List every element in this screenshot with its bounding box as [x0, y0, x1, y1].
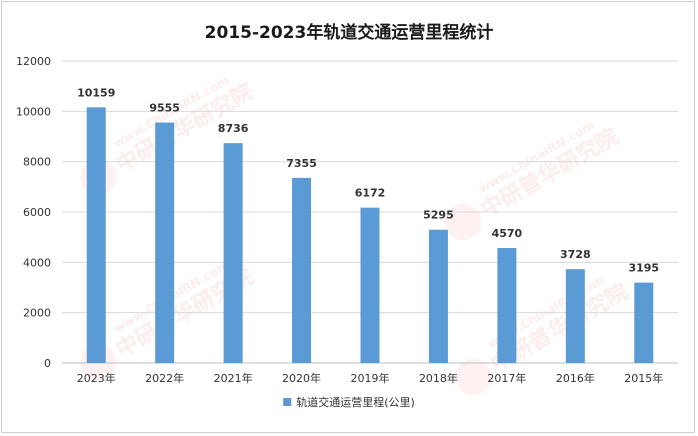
bar [565, 269, 585, 363]
legend: 轨道交通运营里程(公里) [283, 395, 415, 409]
bar [497, 247, 517, 363]
data-label: 3195 [628, 262, 659, 275]
data-label: 4570 [492, 227, 523, 240]
y-tick-label: 8000 [23, 156, 51, 169]
data-label: 7355 [286, 157, 317, 170]
x-tick-label: 2015年 [624, 371, 663, 385]
y-tick-label: 2000 [23, 307, 51, 320]
x-tick-label: 2018年 [419, 371, 458, 385]
x-tick-label: 2017年 [487, 371, 526, 385]
y-tick-label: 6000 [23, 206, 51, 219]
data-label: 10159 [77, 86, 115, 99]
x-axis: 2023年 2022年 2021年 2020年 2019年 2018年 2017年 2016年… [77, 371, 664, 385]
y-tick-label: 4000 [23, 256, 51, 269]
bar [634, 282, 654, 363]
bar [428, 229, 448, 363]
bar [292, 177, 312, 363]
y-tick-label: 12000 [16, 55, 51, 68]
y-tick-label: 10000 [16, 105, 51, 118]
bar-series: 10159 9555 8736 7355 6172 5295 4570 3728 3195 [77, 86, 659, 363]
bar [86, 107, 106, 363]
watermark-logo-icon [445, 204, 482, 240]
legend-swatch [283, 398, 292, 406]
data-label: 9555 [149, 102, 180, 115]
bar [360, 207, 380, 363]
data-label: 3728 [560, 248, 591, 261]
x-tick-label: 2021年 [214, 371, 253, 385]
x-tick-label: 2022年 [145, 371, 184, 385]
x-tick-label: 2019年 [351, 371, 390, 385]
legend-label: 轨道交通运营里程(公里) [296, 395, 415, 409]
x-tick-label: 2020年 [282, 371, 321, 385]
y-tick-label: 0 [44, 357, 51, 370]
chart-title: 2015-2023年轨道交通运营里程统计 [205, 22, 494, 43]
watermark-logo-icon [455, 359, 492, 395]
x-tick-label: 2023年 [77, 371, 116, 385]
data-label: 5295 [423, 209, 454, 222]
x-tick-label: 2016年 [556, 371, 595, 385]
bar [155, 122, 175, 363]
y-axis: 0 2000 4000 6000 8000 10000 12000 [16, 55, 51, 370]
data-label: 6172 [355, 187, 386, 200]
bar [223, 143, 243, 363]
data-label: 8736 [218, 122, 249, 135]
